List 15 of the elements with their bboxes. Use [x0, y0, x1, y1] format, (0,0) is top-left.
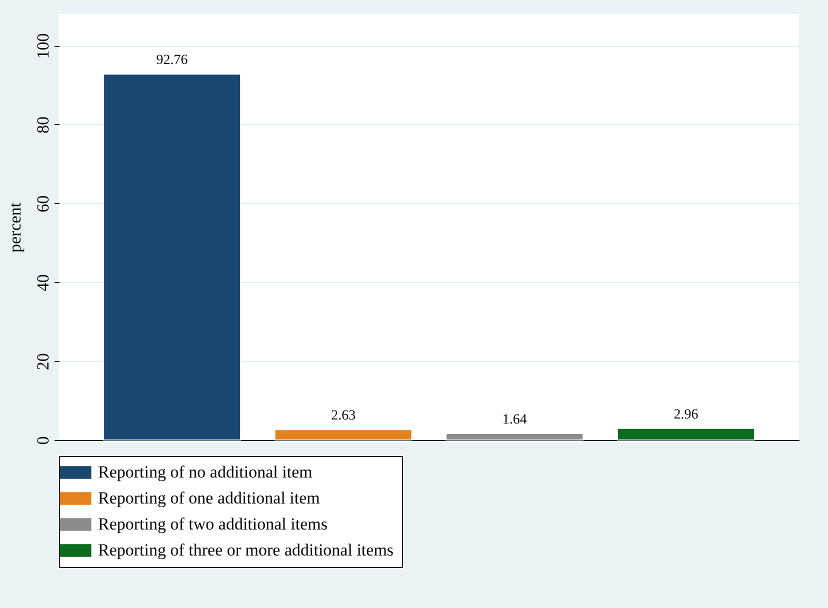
y-tick-label: 40 — [34, 274, 52, 292]
y-tick-label: 20 — [34, 353, 52, 370]
y-tick-label: 100 — [34, 33, 52, 59]
legend-label: Reporting of two additional items — [98, 514, 328, 534]
legend-label: Reporting of three or more additional items — [98, 540, 394, 560]
legend-label: Reporting of no additional item — [98, 462, 312, 482]
legend-label: Reporting of one additional item — [98, 488, 320, 508]
data-label: 92.76 — [156, 53, 188, 68]
y-axis-title: percent — [6, 202, 24, 253]
data-label: 2.63 — [331, 408, 356, 424]
data-label: 1.64 — [502, 412, 527, 428]
y-tick-label: 80 — [34, 116, 52, 134]
data-label: 2.96 — [674, 407, 698, 422]
y-tick-label: 0 — [34, 436, 52, 445]
y-tick-label: 60 — [34, 195, 52, 212]
